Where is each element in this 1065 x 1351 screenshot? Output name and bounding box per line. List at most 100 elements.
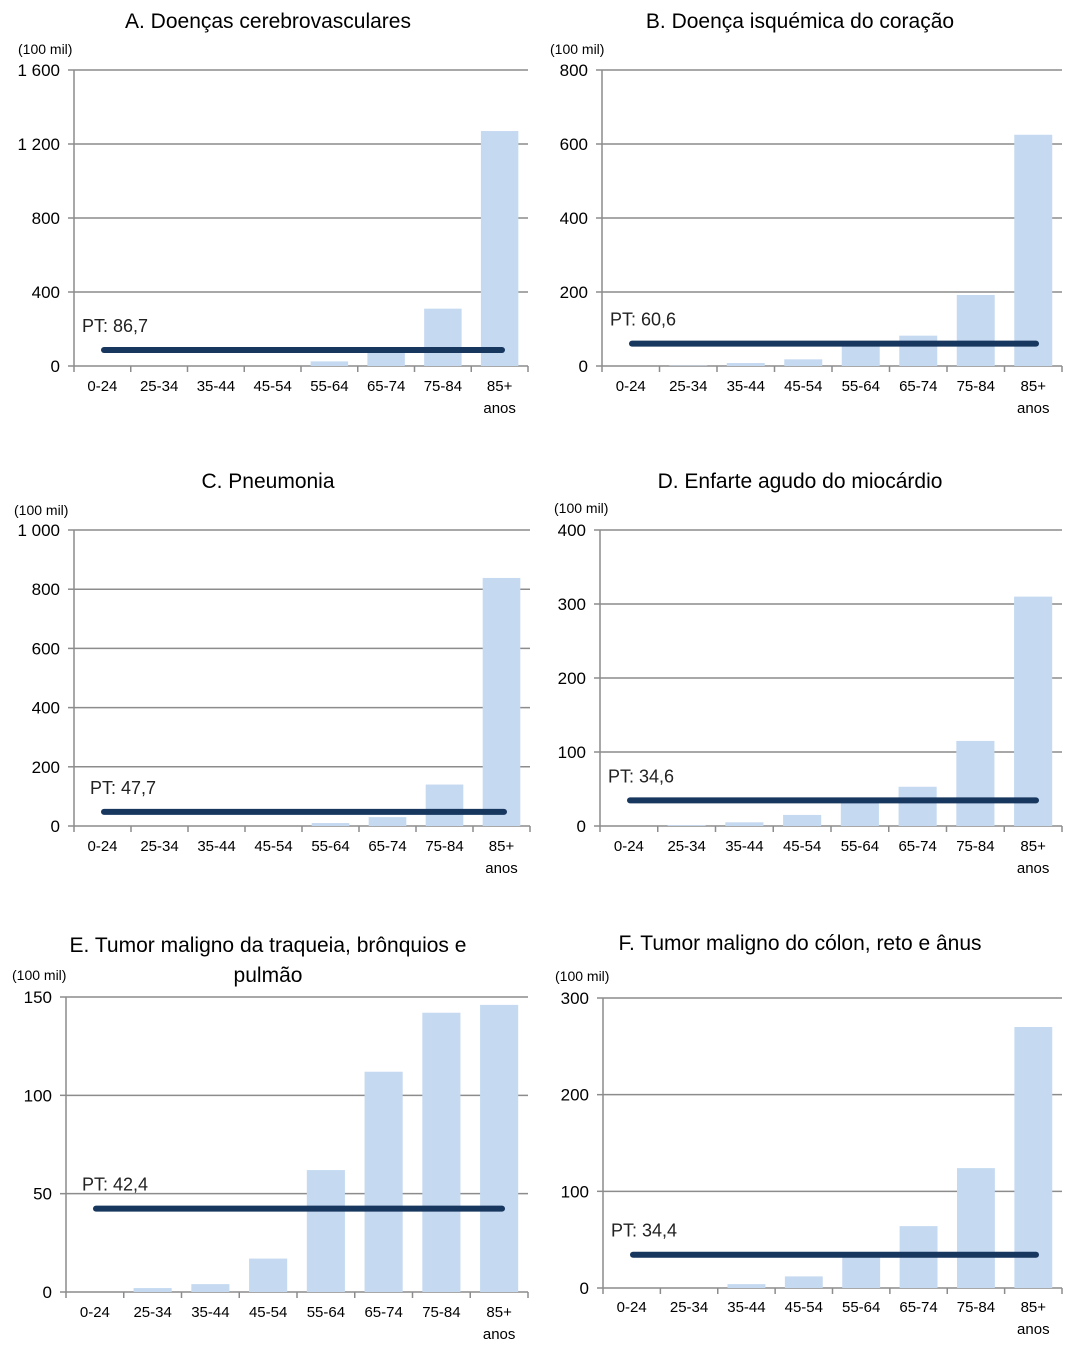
bar (426, 785, 464, 826)
y-tick-label: 200 (560, 283, 588, 302)
x-category-label: 75-84 (957, 378, 995, 395)
x-category-label: 0-24 (87, 838, 117, 855)
x-category-label: anos (485, 860, 518, 877)
y-tick-label: 800 (32, 580, 60, 599)
x-category-label: 85+ (487, 378, 513, 395)
bar (727, 363, 765, 366)
unit-label: (100 mil) (554, 500, 608, 516)
y-tick-label: 50 (33, 1185, 52, 1204)
x-category-label: 75-84 (956, 838, 994, 855)
y-tick-label: 400 (32, 699, 60, 718)
y-tick-label: 100 (561, 1182, 589, 1201)
x-category-label: 55-64 (307, 1304, 345, 1321)
x-category-label: 35-44 (197, 838, 235, 855)
bar (312, 823, 350, 826)
x-category-label: anos (1017, 400, 1050, 417)
x-category-label: 0-24 (80, 1304, 110, 1321)
unit-label: (100 mil) (555, 968, 609, 984)
bar (899, 787, 937, 826)
bar (957, 295, 995, 366)
y-tick-label: 0 (51, 357, 60, 376)
reference-label: PT: 34,6 (608, 766, 674, 786)
bar (728, 1284, 766, 1288)
unit-label: (100 mil) (18, 41, 72, 57)
y-tick-label: 400 (32, 283, 60, 302)
bar (249, 1259, 287, 1292)
y-tick-label: 100 (558, 743, 586, 762)
y-tick-label: 400 (560, 209, 588, 228)
x-category-label: 45-54 (249, 1304, 287, 1321)
bar (725, 822, 763, 826)
x-category-label: 25-34 (133, 1304, 171, 1321)
chart-title: E. Tumor maligno da traqueia, brônquios … (70, 934, 467, 957)
bar (191, 1284, 229, 1292)
x-category-label: anos (483, 1326, 516, 1343)
bar (956, 741, 994, 826)
y-tick-label: 100 (24, 1086, 52, 1105)
x-category-label: 35-44 (197, 378, 235, 395)
x-category-label: 35-44 (725, 838, 763, 855)
y-tick-label: 400 (558, 521, 586, 540)
x-category-label: 85+ (489, 838, 515, 855)
reference-label: PT: 47,7 (90, 778, 156, 798)
y-tick-label: 600 (560, 135, 588, 154)
chart-panel: B. Doença isquémica do coração (100 mil) 0… (550, 10, 1062, 417)
chart-title: B. Doença isquémica do coração (646, 10, 954, 33)
x-category-label: 75-84 (422, 1304, 460, 1321)
y-tick-label: 1 600 (17, 61, 60, 80)
bar (668, 825, 706, 826)
y-tick-label: 800 (560, 61, 588, 80)
bar (311, 361, 348, 366)
x-category-label: 75-84 (425, 838, 463, 855)
x-category-label: 75-84 (957, 1299, 995, 1316)
x-category-label: 35-44 (191, 1304, 229, 1321)
chart-title: D. Enfarte agudo do miocárdio (658, 470, 943, 493)
x-category-label: 65-74 (898, 838, 936, 855)
x-category-label: 0-24 (614, 838, 644, 855)
y-tick-label: 200 (558, 669, 586, 688)
bar (783, 815, 821, 826)
chart-panel: E. Tumor maligno da traqueia, brônquios … (12, 934, 528, 1343)
unit-label: (100 mil) (550, 41, 604, 57)
unit-label: (100 mil) (12, 967, 66, 983)
bar (842, 346, 880, 366)
x-category-label: 25-34 (140, 378, 178, 395)
bar (784, 359, 822, 366)
chart-title: pulmão (234, 964, 303, 987)
bar (1014, 1027, 1052, 1288)
x-category-label: anos (1017, 1321, 1050, 1338)
y-tick-label: 0 (43, 1283, 52, 1302)
y-tick-label: 200 (561, 1086, 589, 1105)
y-tick-label: 300 (561, 989, 589, 1008)
x-category-label: 0-24 (87, 378, 117, 395)
x-category-label: 25-34 (140, 838, 178, 855)
x-category-label: 75-84 (424, 378, 462, 395)
reference-label: PT: 86,7 (82, 316, 148, 336)
bar (307, 1170, 345, 1292)
x-category-label: 85+ (1021, 1299, 1047, 1316)
bar (899, 336, 937, 366)
chart-panel: F. Tumor maligno do cólon, reto e ânus (1… (555, 932, 1062, 1338)
chart-title: C. Pneumonia (201, 470, 334, 493)
bar (1014, 135, 1052, 366)
x-category-label: 25-34 (669, 378, 707, 395)
bar (422, 1013, 460, 1292)
reference-label: PT: 42,4 (82, 1175, 148, 1195)
x-category-label: 0-24 (616, 378, 646, 395)
x-category-label: 55-64 (841, 838, 879, 855)
y-tick-label: 1 200 (17, 135, 60, 154)
x-category-label: anos (1017, 860, 1050, 877)
x-category-label: 65-74 (368, 838, 406, 855)
y-tick-label: 600 (32, 639, 60, 658)
x-category-label: 65-74 (364, 1304, 402, 1321)
x-category-label: 45-54 (785, 1299, 823, 1316)
x-category-label: 55-64 (311, 838, 349, 855)
chart-title: F. Tumor maligno do cólon, reto e ânus (618, 932, 981, 955)
x-category-label: 35-44 (727, 1299, 765, 1316)
x-category-label: 25-34 (667, 838, 705, 855)
unit-label: (100 mil) (14, 502, 68, 518)
x-category-label: 65-74 (367, 378, 405, 395)
x-category-label: 85+ (1020, 838, 1046, 855)
bar (481, 131, 518, 366)
